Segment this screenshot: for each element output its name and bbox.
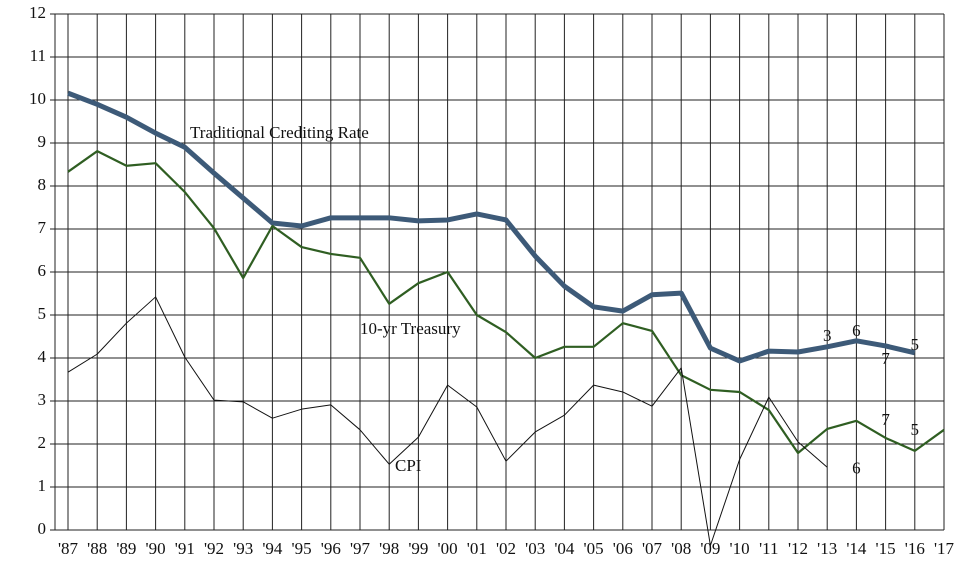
x-tick-label: '90: [146, 539, 166, 558]
x-tick-label: '04: [554, 539, 575, 558]
y-tick-label: 2: [38, 433, 47, 452]
x-tick-label: '17: [934, 539, 955, 558]
y-tick-label: 8: [38, 175, 47, 194]
x-tick-label: '94: [262, 539, 283, 558]
x-tick-label: '16: [905, 539, 925, 558]
x-tick-label: '98: [379, 539, 399, 558]
x-tick-label: '02: [496, 539, 516, 558]
annotation: 5: [911, 335, 920, 354]
x-tick-label: '10: [730, 539, 750, 558]
y-tick-label: 7: [38, 218, 47, 237]
y-tick-label: 11: [30, 46, 46, 65]
annotation: 6: [852, 321, 861, 340]
x-tick-label: '99: [408, 539, 428, 558]
x-tick-label: '06: [613, 539, 633, 558]
series-line: [67, 296, 828, 546]
x-tick-label: '89: [116, 539, 136, 558]
x-tick-label: '09: [700, 539, 720, 558]
annotation: 7: [881, 410, 890, 429]
x-tick-label: '92: [204, 539, 224, 558]
x-tick-label: '03: [525, 539, 545, 558]
x-tick-label: '91: [175, 539, 195, 558]
y-tick-label: 4: [38, 347, 47, 366]
x-tick-label: '05: [584, 539, 604, 558]
x-tick-label: '11: [759, 539, 778, 558]
annotation: 5: [911, 420, 920, 439]
annotation: 6: [852, 459, 861, 478]
series-line: [67, 90, 916, 364]
y-tick-label: 6: [38, 261, 47, 280]
x-tick-label: '12: [788, 539, 808, 558]
series-label: Traditional Crediting Rate: [190, 123, 369, 142]
y-tick-label: 12: [29, 3, 46, 22]
x-tick-label: '93: [233, 539, 253, 558]
x-tick-label: '00: [438, 539, 458, 558]
x-tick-label: '01: [467, 539, 487, 558]
x-tick-label: '15: [876, 539, 896, 558]
y-tick-label: 1: [38, 476, 47, 495]
x-tick-label: '87: [58, 539, 79, 558]
y-tick-label: 3: [38, 390, 47, 409]
x-tick-label: '07: [642, 539, 663, 558]
x-tick-label: '97: [350, 539, 371, 558]
y-tick-label: 9: [38, 132, 47, 151]
x-tick-label: '88: [87, 539, 107, 558]
x-tick-label: '95: [292, 539, 312, 558]
x-tick-label: '96: [321, 539, 341, 558]
y-tick-label: 5: [38, 304, 47, 323]
x-tick-label: '14: [846, 539, 867, 558]
y-tick-label: 0: [38, 519, 47, 538]
annotation: 3: [823, 326, 832, 345]
x-tick-label: '13: [817, 539, 837, 558]
series-line: [67, 150, 945, 455]
x-tick-label: '08: [671, 539, 691, 558]
y-tick-label: 10: [29, 89, 46, 108]
annotation: 7: [881, 349, 890, 368]
series-label: 10-yr Treasury: [360, 319, 461, 338]
series-label: CPI: [395, 456, 422, 475]
